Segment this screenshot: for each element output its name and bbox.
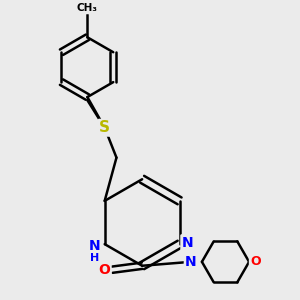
Text: H: H <box>90 253 99 262</box>
Text: O: O <box>98 263 110 277</box>
Text: O: O <box>250 255 261 268</box>
Text: CH₃: CH₃ <box>77 3 98 13</box>
Text: N: N <box>185 255 197 269</box>
Text: S: S <box>99 120 110 135</box>
Text: N: N <box>88 239 100 253</box>
Text: N: N <box>182 236 193 250</box>
